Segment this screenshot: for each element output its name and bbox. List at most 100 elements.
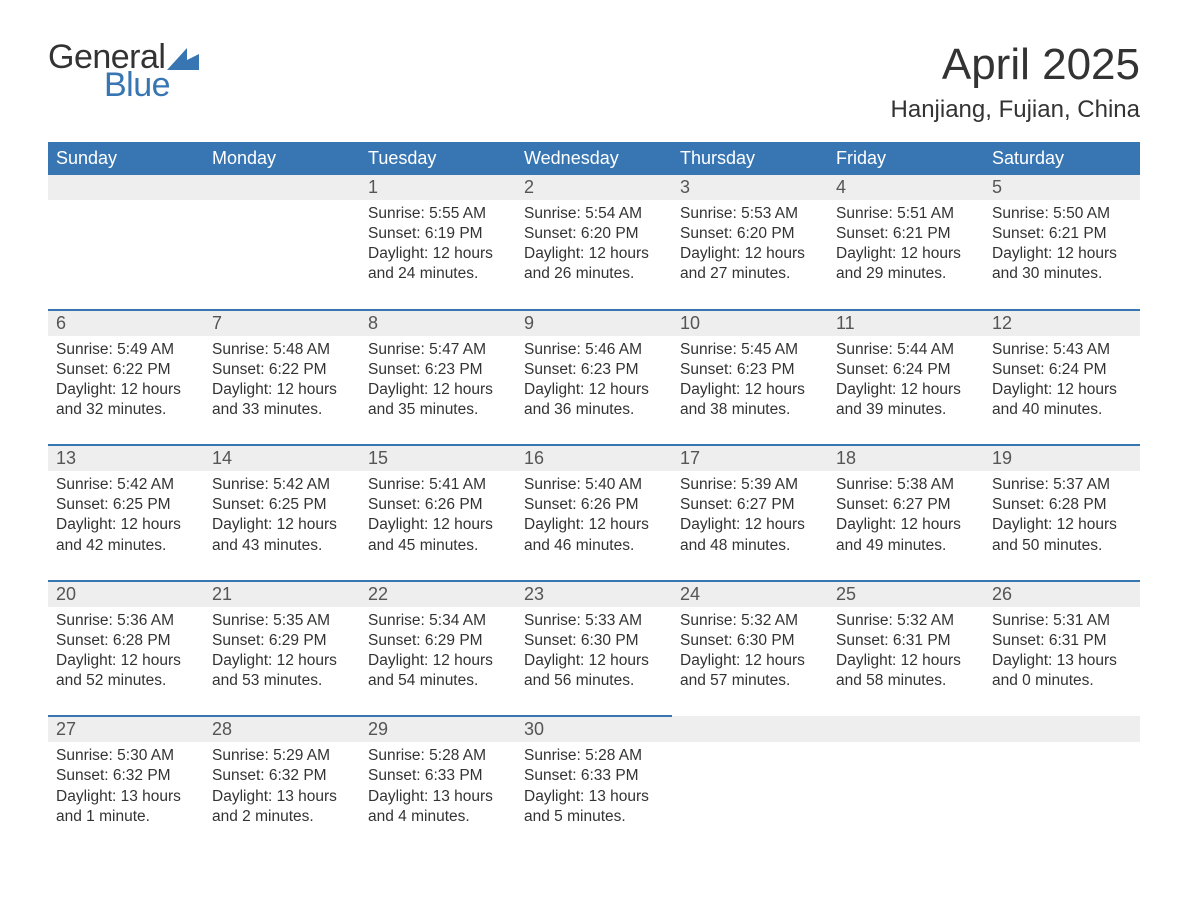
day-content-cell: Sunrise: 5:55 AMSunset: 6:19 PMDaylight:… xyxy=(360,200,516,310)
sunrise-text: Sunrise: 5:53 AM xyxy=(680,204,820,224)
day-number-cell: 27 xyxy=(48,716,204,742)
sunset-text: Sunset: 6:24 PM xyxy=(992,360,1132,380)
day-content-cell: Sunrise: 5:34 AMSunset: 6:29 PMDaylight:… xyxy=(360,607,516,717)
day-content-cell: Sunrise: 5:40 AMSunset: 6:26 PMDaylight:… xyxy=(516,471,672,581)
day-number-cell: 26 xyxy=(984,581,1140,607)
daynum-row: 27282930 xyxy=(48,716,1140,742)
day-number-cell: 12 xyxy=(984,310,1140,336)
sunset-text: Sunset: 6:31 PM xyxy=(992,631,1132,651)
daylight-text: and 38 minutes. xyxy=(680,400,820,420)
daylight-text: and 4 minutes. xyxy=(368,807,508,827)
daylight-text: and 27 minutes. xyxy=(680,264,820,284)
day-content-cell: Sunrise: 5:33 AMSunset: 6:30 PMDaylight:… xyxy=(516,607,672,717)
daylight-text: Daylight: 12 hours xyxy=(836,244,976,264)
day-number-cell: 28 xyxy=(204,716,360,742)
sunset-text: Sunset: 6:19 PM xyxy=(368,224,508,244)
brand-logo: General Blue xyxy=(48,40,199,102)
content-row: Sunrise: 5:42 AMSunset: 6:25 PMDaylight:… xyxy=(48,471,1140,581)
weekday-header: Monday xyxy=(204,142,360,175)
sunrise-text: Sunrise: 5:44 AM xyxy=(836,340,976,360)
weekday-header: Wednesday xyxy=(516,142,672,175)
sail-icon xyxy=(167,48,199,70)
daylight-text: Daylight: 12 hours xyxy=(524,515,664,535)
sunrise-text: Sunrise: 5:37 AM xyxy=(992,475,1132,495)
day-content-cell xyxy=(672,742,828,851)
day-number-cell xyxy=(828,716,984,742)
day-number-cell xyxy=(984,716,1140,742)
day-number-cell: 23 xyxy=(516,581,672,607)
day-content-cell xyxy=(48,200,204,310)
content-row: Sunrise: 5:36 AMSunset: 6:28 PMDaylight:… xyxy=(48,607,1140,717)
sunset-text: Sunset: 6:27 PM xyxy=(836,495,976,515)
weekday-header: Sunday xyxy=(48,142,204,175)
daylight-text: Daylight: 12 hours xyxy=(836,380,976,400)
day-number-cell: 7 xyxy=(204,310,360,336)
daylight-text: and 54 minutes. xyxy=(368,671,508,691)
day-content-cell: Sunrise: 5:48 AMSunset: 6:22 PMDaylight:… xyxy=(204,336,360,446)
day-content-cell: Sunrise: 5:38 AMSunset: 6:27 PMDaylight:… xyxy=(828,471,984,581)
day-content-cell: Sunrise: 5:51 AMSunset: 6:21 PMDaylight:… xyxy=(828,200,984,310)
daylight-text: and 0 minutes. xyxy=(992,671,1132,691)
day-content-cell: Sunrise: 5:28 AMSunset: 6:33 PMDaylight:… xyxy=(360,742,516,851)
day-content-cell: Sunrise: 5:53 AMSunset: 6:20 PMDaylight:… xyxy=(672,200,828,310)
sunset-text: Sunset: 6:22 PM xyxy=(212,360,352,380)
day-content-cell xyxy=(204,200,360,310)
day-number-cell xyxy=(204,175,360,200)
daylight-text: Daylight: 12 hours xyxy=(212,651,352,671)
daylight-text: Daylight: 12 hours xyxy=(836,651,976,671)
sunset-text: Sunset: 6:28 PM xyxy=(56,631,196,651)
day-number-cell: 25 xyxy=(828,581,984,607)
sunset-text: Sunset: 6:20 PM xyxy=(680,224,820,244)
daylight-text: and 35 minutes. xyxy=(368,400,508,420)
daylight-text: Daylight: 12 hours xyxy=(680,651,820,671)
day-number-cell: 10 xyxy=(672,310,828,336)
sunset-text: Sunset: 6:25 PM xyxy=(212,495,352,515)
daylight-text: Daylight: 12 hours xyxy=(368,515,508,535)
sunrise-text: Sunrise: 5:43 AM xyxy=(992,340,1132,360)
content-row: Sunrise: 5:30 AMSunset: 6:32 PMDaylight:… xyxy=(48,742,1140,851)
sunrise-text: Sunrise: 5:29 AM xyxy=(212,746,352,766)
daylight-text: Daylight: 12 hours xyxy=(992,244,1132,264)
day-number-cell: 30 xyxy=(516,716,672,742)
day-number-cell: 6 xyxy=(48,310,204,336)
sunset-text: Sunset: 6:23 PM xyxy=(524,360,664,380)
daylight-text: and 32 minutes. xyxy=(56,400,196,420)
weekday-header-row: Sunday Monday Tuesday Wednesday Thursday… xyxy=(48,142,1140,175)
sunrise-text: Sunrise: 5:40 AM xyxy=(524,475,664,495)
day-content-cell: Sunrise: 5:28 AMSunset: 6:33 PMDaylight:… xyxy=(516,742,672,851)
sunrise-text: Sunrise: 5:36 AM xyxy=(56,611,196,631)
daylight-text: Daylight: 12 hours xyxy=(992,380,1132,400)
daylight-text: and 42 minutes. xyxy=(56,536,196,556)
sunrise-text: Sunrise: 5:39 AM xyxy=(680,475,820,495)
sunrise-text: Sunrise: 5:48 AM xyxy=(212,340,352,360)
day-content-cell: Sunrise: 5:45 AMSunset: 6:23 PMDaylight:… xyxy=(672,336,828,446)
daylight-text: and 58 minutes. xyxy=(836,671,976,691)
daylight-text: and 29 minutes. xyxy=(836,264,976,284)
daylight-text: Daylight: 12 hours xyxy=(56,651,196,671)
daylight-text: and 30 minutes. xyxy=(992,264,1132,284)
daylight-text: Daylight: 12 hours xyxy=(212,515,352,535)
sunset-text: Sunset: 6:23 PM xyxy=(368,360,508,380)
content-row: Sunrise: 5:55 AMSunset: 6:19 PMDaylight:… xyxy=(48,200,1140,310)
sunset-text: Sunset: 6:24 PM xyxy=(836,360,976,380)
day-number-cell: 5 xyxy=(984,175,1140,200)
daylight-text: Daylight: 12 hours xyxy=(992,515,1132,535)
daylight-text: Daylight: 12 hours xyxy=(524,380,664,400)
day-number-cell: 14 xyxy=(204,445,360,471)
daylight-text: and 24 minutes. xyxy=(368,264,508,284)
day-content-cell: Sunrise: 5:44 AMSunset: 6:24 PMDaylight:… xyxy=(828,336,984,446)
sunrise-text: Sunrise: 5:45 AM xyxy=(680,340,820,360)
day-number-cell: 13 xyxy=(48,445,204,471)
sunrise-text: Sunrise: 5:50 AM xyxy=(992,204,1132,224)
day-number-cell: 19 xyxy=(984,445,1140,471)
daylight-text: and 43 minutes. xyxy=(212,536,352,556)
daylight-text: Daylight: 12 hours xyxy=(680,515,820,535)
sunset-text: Sunset: 6:29 PM xyxy=(212,631,352,651)
day-number-cell: 9 xyxy=(516,310,672,336)
sunset-text: Sunset: 6:32 PM xyxy=(212,766,352,786)
daylight-text: and 57 minutes. xyxy=(680,671,820,691)
daylight-text: and 2 minutes. xyxy=(212,807,352,827)
daylight-text: Daylight: 12 hours xyxy=(56,380,196,400)
daylight-text: Daylight: 12 hours xyxy=(368,244,508,264)
daylight-text: Daylight: 12 hours xyxy=(680,380,820,400)
